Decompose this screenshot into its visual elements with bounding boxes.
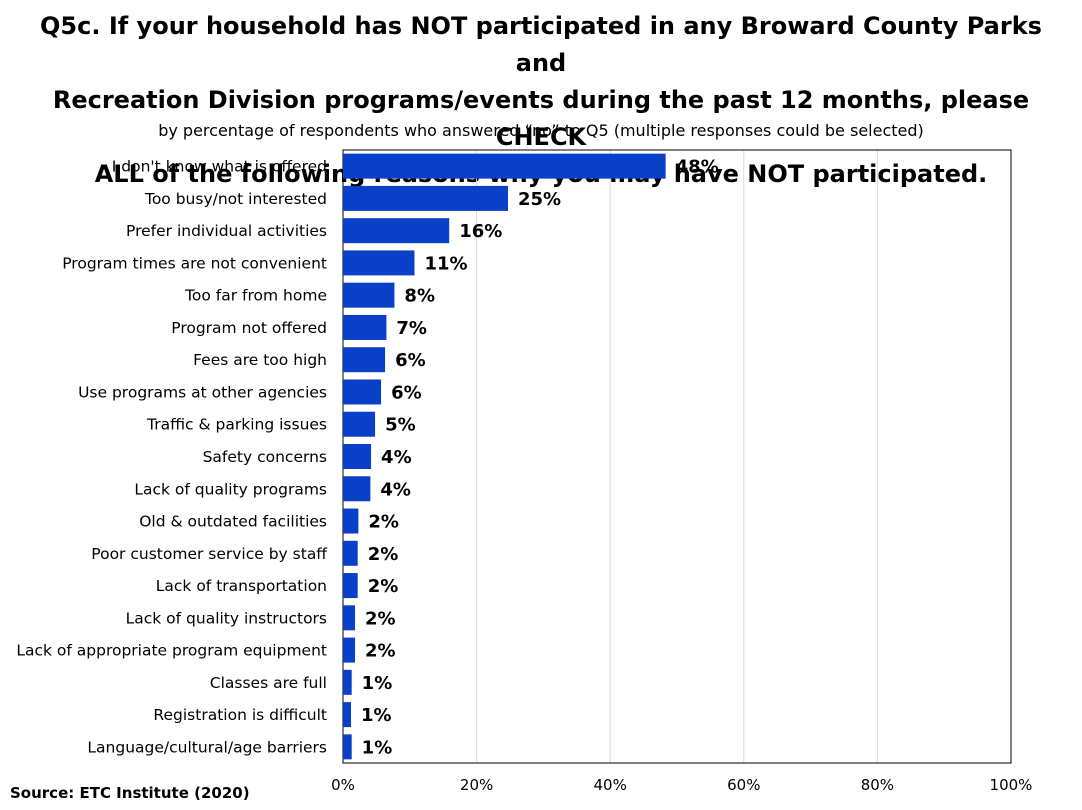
title-line-2: Recreation Division programs/events duri… <box>52 86 1030 151</box>
category-label-13: Lack of transportation <box>156 577 327 595</box>
bar-3 <box>343 250 415 276</box>
bar-9 <box>343 444 372 469</box>
value-label-17: 1% <box>361 705 392 726</box>
value-label-1: 25% <box>518 189 561 210</box>
bar-0 <box>343 153 666 179</box>
bar-16 <box>343 669 352 695</box>
value-label-13: 2% <box>368 576 399 597</box>
value-label-12: 2% <box>368 544 399 565</box>
category-label-12: Poor customer service by staff <box>91 545 327 563</box>
category-label-17: Registration is difficult <box>153 706 327 724</box>
category-label-15: Lack of appropriate program equipment <box>16 642 327 660</box>
bar-14 <box>343 605 356 631</box>
category-label-14: Lack of quality instructors <box>126 609 327 627</box>
category-label-6: Fees are too high <box>193 351 327 369</box>
value-label-18: 1% <box>362 737 393 758</box>
bar-2 <box>343 218 450 244</box>
value-label-16: 1% <box>362 673 393 694</box>
bar-1 <box>343 185 508 211</box>
bar-10 <box>343 476 371 502</box>
x-tick-label-4: 80% <box>861 776 894 794</box>
category-label-18: Language/cultural/age barriers <box>87 738 327 756</box>
bar-15 <box>343 637 356 663</box>
category-label-8: Traffic & parking issues <box>146 416 327 434</box>
value-label-15: 2% <box>365 641 396 662</box>
chart-subtitle: by percentage of respondents who answere… <box>158 121 924 140</box>
category-label-1: Too busy/not interested <box>144 190 327 208</box>
title-line-1: Q5c. If your household has NOT participa… <box>40 12 1042 77</box>
x-tick-label-2: 40% <box>594 776 627 794</box>
category-label-11: Old & outdated facilities <box>139 513 327 531</box>
bar-17 <box>343 702 352 728</box>
value-label-4: 8% <box>404 286 435 307</box>
category-label-5: Program not offered <box>171 319 327 337</box>
bar-6 <box>343 347 386 373</box>
value-label-3: 11% <box>424 253 467 274</box>
category-label-7: Use programs at other agencies <box>78 383 327 401</box>
category-label-9: Safety concerns <box>203 448 327 466</box>
value-label-9: 4% <box>381 447 412 468</box>
bar-11 <box>343 508 359 534</box>
x-tick-label-1: 20% <box>460 776 493 794</box>
value-label-2: 16% <box>459 221 502 242</box>
bar-12 <box>343 540 358 566</box>
value-label-5: 7% <box>396 318 427 339</box>
x-tick-label-3: 60% <box>727 776 760 794</box>
source-note: Source: ETC Institute (2020) <box>10 784 250 802</box>
x-tick-label-5: 100% <box>990 776 1033 794</box>
bar-8 <box>343 411 376 437</box>
category-label-3: Program times are not convenient <box>62 254 327 272</box>
value-label-0: 48% <box>676 157 719 178</box>
value-label-10: 4% <box>380 479 411 500</box>
category-label-10: Lack of quality programs <box>134 480 327 498</box>
bar-13 <box>343 573 358 599</box>
category-label-0: I don't know what is offered <box>112 158 327 176</box>
value-label-7: 6% <box>391 382 422 403</box>
category-label-4: Too far from home <box>184 287 327 305</box>
category-label-2: Prefer individual activities <box>126 222 327 240</box>
bar-4 <box>343 282 395 308</box>
value-label-8: 5% <box>385 415 416 436</box>
value-label-11: 2% <box>368 512 399 533</box>
value-label-6: 6% <box>395 350 426 371</box>
bar-5 <box>343 314 387 340</box>
bar-7 <box>343 379 382 405</box>
bar-18 <box>343 734 352 760</box>
value-label-14: 2% <box>365 608 396 629</box>
x-tick-label-0: 0% <box>331 776 355 794</box>
category-label-16: Classes are full <box>210 674 327 692</box>
